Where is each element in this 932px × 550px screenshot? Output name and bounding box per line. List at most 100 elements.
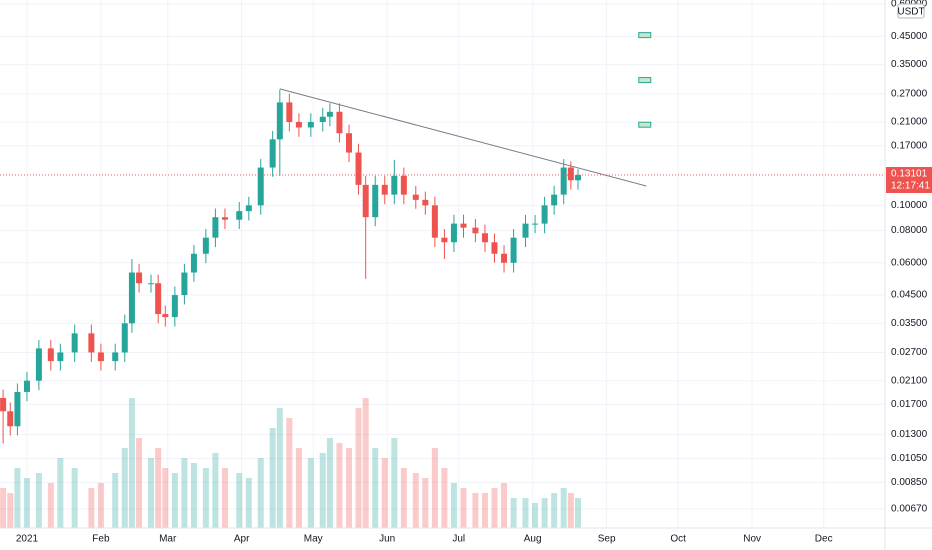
volume-bar <box>257 458 264 528</box>
volume-bar <box>460 488 467 528</box>
currency-label: USDT <box>897 7 924 18</box>
candle-body <box>345 133 352 153</box>
target-box <box>638 77 652 84</box>
y-tick-label: 0.02100 <box>891 375 928 386</box>
y-tick-label: 0.21000 <box>891 117 928 128</box>
y-tick-label: 0.01700 <box>891 399 928 410</box>
candle-body <box>14 391 21 427</box>
volume-bar <box>47 483 54 528</box>
volume-bar <box>481 493 488 528</box>
volume-bar <box>372 448 379 528</box>
volume-bar <box>57 458 64 528</box>
candle-body <box>567 167 574 181</box>
volume-bar <box>14 468 21 528</box>
volume-bar <box>212 453 219 528</box>
candle-body <box>522 223 529 238</box>
x-tick-label: 2021 <box>16 534 39 545</box>
volume-bar <box>221 468 228 528</box>
volume-bar <box>336 443 343 528</box>
candle-body <box>128 272 135 324</box>
candle-body <box>155 283 162 315</box>
candle-body <box>532 223 539 225</box>
volume-bar <box>551 493 558 528</box>
y-tick-label: 0.00850 <box>891 477 928 488</box>
candle-body <box>441 237 448 243</box>
candle-body <box>450 223 457 243</box>
candle-body <box>88 333 95 353</box>
volume-bar <box>181 458 188 528</box>
axes: 0.600000.450000.350000.270000.210000.170… <box>16 0 932 545</box>
volume-bar <box>319 453 326 528</box>
candle-body <box>147 283 154 285</box>
volume-bar <box>560 488 567 528</box>
candle-body <box>136 272 143 284</box>
volume-bar <box>171 473 178 528</box>
candle-body <box>121 323 128 353</box>
candle-body <box>0 398 7 412</box>
y-tick-label: 0.01050 <box>891 453 928 464</box>
volume-bar <box>532 503 539 528</box>
candle-body <box>372 184 379 218</box>
candle-body <box>422 199 429 206</box>
volume-bar <box>112 473 119 528</box>
candle-body <box>47 348 54 362</box>
volume-bar <box>245 478 252 528</box>
candle-body <box>391 175 398 195</box>
candle-body <box>276 102 283 140</box>
candle-body <box>162 314 169 318</box>
volume-bar <box>97 483 104 528</box>
candle-body <box>171 295 178 318</box>
candle-body <box>336 111 343 134</box>
x-tick-label: Mar <box>159 534 177 545</box>
volume-bar <box>541 498 548 528</box>
candle-body <box>245 205 252 212</box>
candle-body <box>551 194 558 206</box>
volume-bar <box>276 408 283 528</box>
y-tick-label: 0.08000 <box>891 225 928 236</box>
volume-bar <box>35 473 42 528</box>
candle-body <box>491 242 498 254</box>
volume-bar <box>190 463 197 528</box>
candle-body <box>221 217 228 220</box>
y-tick-label: 0.10000 <box>891 200 928 211</box>
y-tick-label: 0.45000 <box>891 31 928 42</box>
volume-bar <box>510 498 517 528</box>
y-tick-label: 0.04500 <box>891 290 928 301</box>
y-tick-label: 0.02700 <box>891 347 928 358</box>
volume-bar <box>121 448 128 528</box>
volume-bar <box>88 488 95 528</box>
candle-body <box>190 253 197 273</box>
candle-body <box>23 380 30 392</box>
volume-bar <box>202 468 209 528</box>
last-price-box <box>886 167 932 194</box>
candle-body <box>560 167 567 195</box>
trendline <box>279 88 647 187</box>
x-tick-label: Dec <box>815 534 833 545</box>
candle-body <box>57 352 64 362</box>
candle-body <box>97 352 104 362</box>
volume-bar <box>450 483 457 528</box>
volume-bar <box>23 478 30 528</box>
volume-bar <box>381 458 388 528</box>
volume-bar <box>522 498 529 528</box>
candle-body <box>574 175 581 181</box>
volume-bar <box>501 483 508 528</box>
candle-body <box>381 184 388 195</box>
volume-bar <box>574 498 581 528</box>
candle-body <box>481 233 488 243</box>
target-box <box>638 121 652 128</box>
x-tick-label: Feb <box>92 534 110 545</box>
y-tick-label: 0.00670 <box>891 504 928 515</box>
candle-body <box>181 272 188 296</box>
volume-bar <box>128 398 135 528</box>
y-tick-label: 0.17000 <box>891 140 928 151</box>
x-tick-label: Jun <box>379 534 395 545</box>
grid <box>0 0 885 528</box>
last-price-label: 0.13101 <box>891 169 928 180</box>
volume-bar <box>431 448 438 528</box>
volume-bar <box>441 468 448 528</box>
x-tick-label: Apr <box>234 534 250 545</box>
target-box <box>638 32 652 39</box>
